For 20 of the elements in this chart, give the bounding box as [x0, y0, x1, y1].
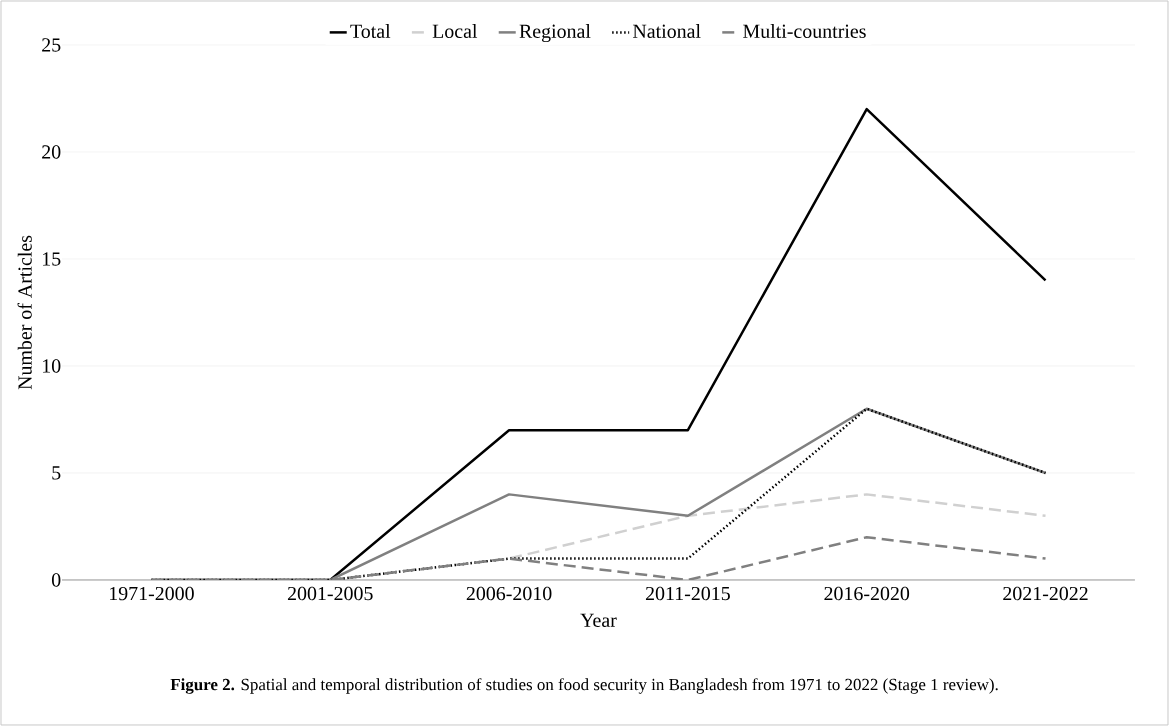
y-tick-label: 5	[52, 466, 61, 480]
y-axis-title: Number of Articles	[17, 235, 32, 390]
x-tick-label: 2011-2015	[645, 586, 730, 601]
text: Figure 2. Spatial and temporal distribution of studies on food security in Bangladesh from 1971 to 2022 (Stage 1 review).	[170, 678, 998, 694]
y-tick-label: 10	[42, 359, 61, 373]
x-tick-label: 2001-2005	[287, 586, 373, 601]
y-tick-label: 0	[51, 573, 61, 587]
y-tick-label: 25	[42, 38, 61, 52]
legend-label: Local	[432, 23, 478, 38]
x-tick-label: 2021-2022	[1003, 586, 1088, 601]
y-tick-label: 15	[42, 252, 61, 266]
x-tick-label: 1971-2000	[110, 586, 194, 601]
x-axis-title: Year	[580, 613, 617, 627]
legend-label: Multi-countries	[743, 23, 866, 38]
legend-label: Regional	[519, 23, 591, 43]
x-tick-label: 2006-2010	[466, 586, 552, 601]
legend-label: National	[632, 23, 701, 38]
x-tick-label: 2016-2020	[824, 586, 910, 601]
y-tick-label: 20	[42, 145, 61, 159]
legend-label: Total	[350, 23, 391, 38]
